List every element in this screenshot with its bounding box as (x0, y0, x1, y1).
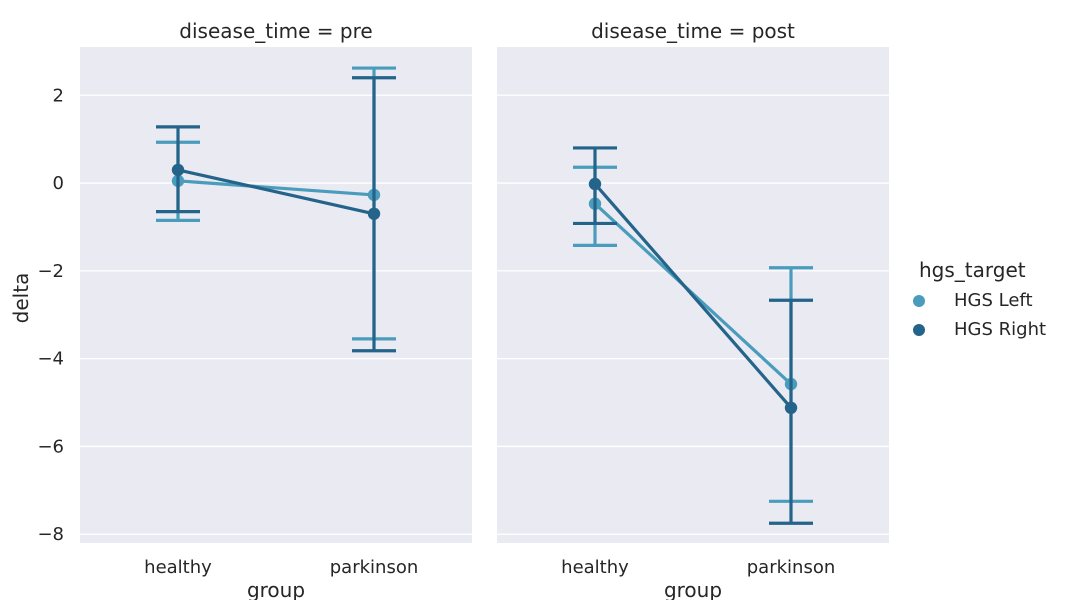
x-axis-title: group (664, 578, 722, 600)
legend-items: HGS Left HGS Right (913, 290, 1046, 340)
y-tick-label: −8 (37, 524, 64, 545)
x-tick-label: healthy (144, 557, 212, 578)
series-line (593, 182, 793, 409)
x-tick-label: healthy (561, 557, 629, 578)
facet-title: disease_time = post (591, 19, 795, 43)
y-tick-label: 0 (53, 173, 64, 194)
data-point (171, 163, 185, 177)
data-point (367, 207, 381, 220)
series-line (177, 179, 375, 197)
x-axis-title: group (247, 578, 305, 600)
plot-background (80, 47, 472, 543)
series-line (177, 168, 375, 216)
series-hgs-right (156, 76, 396, 353)
facet-panel-0: disease_time = pre healthy parkinson group −… (37, 19, 472, 600)
series-hgs-right (573, 146, 813, 525)
y-tick-label: −4 (37, 349, 64, 370)
y-tick-label: 2 (53, 85, 64, 106)
facet-panel-1: disease_time = post healthy parkinson group (497, 19, 889, 600)
facet-panels: disease_time = pre healthy parkinson group −… (37, 19, 889, 600)
y-tick-label: −6 (37, 436, 64, 457)
x-tick-label: parkinson (330, 557, 419, 578)
y-tick-label: −2 (37, 261, 64, 282)
facet-title: disease_time = pre (179, 19, 372, 43)
x-tick-label: parkinson (747, 557, 836, 578)
legend-label: HGS Right (954, 319, 1046, 340)
data-point (784, 401, 798, 415)
legend: hgs_target HGS Left HGS Right (913, 258, 1046, 340)
data-point (588, 177, 602, 191)
legend-marker (913, 295, 925, 307)
legend-label: HGS Left (954, 290, 1033, 311)
y-axis-title: delta (9, 273, 33, 324)
legend-title: hgs_target (919, 258, 1026, 282)
legend-marker (913, 324, 925, 336)
